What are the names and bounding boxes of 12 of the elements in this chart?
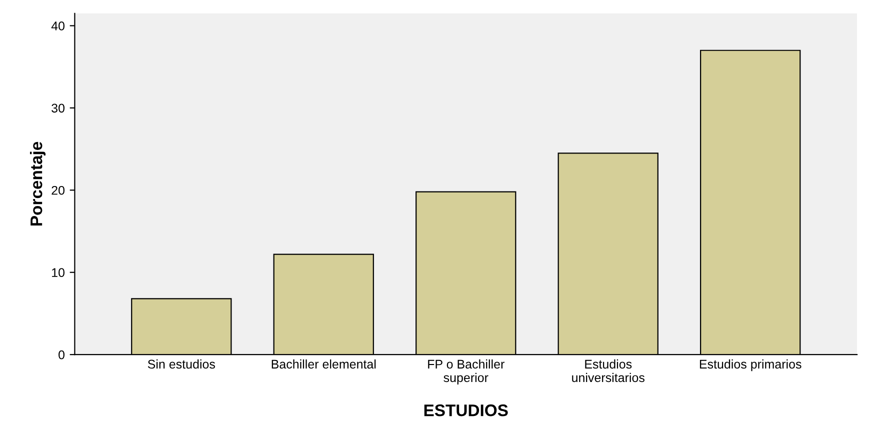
x-tick-label: Estudios primarios <box>700 359 802 372</box>
y-tick-label: 20 <box>52 186 65 195</box>
x-axis-title: ESTUDIOS <box>424 404 508 416</box>
y-tick-label: 30 <box>52 104 65 113</box>
y-tick-label: 10 <box>52 268 65 278</box>
x-tick-label: FP o Bachiller superior <box>428 359 504 385</box>
y-tick-label: 0 <box>58 350 65 360</box>
x-tick-label: Bachiller elemental <box>272 359 376 369</box>
y-axis-title: Porcentaje <box>30 142 46 226</box>
x-tick-label: Sin estudios <box>148 359 215 369</box>
x-tick-label: Estudios universitarios <box>572 359 644 382</box>
y-tick-label: 40 <box>51 22 65 30</box>
